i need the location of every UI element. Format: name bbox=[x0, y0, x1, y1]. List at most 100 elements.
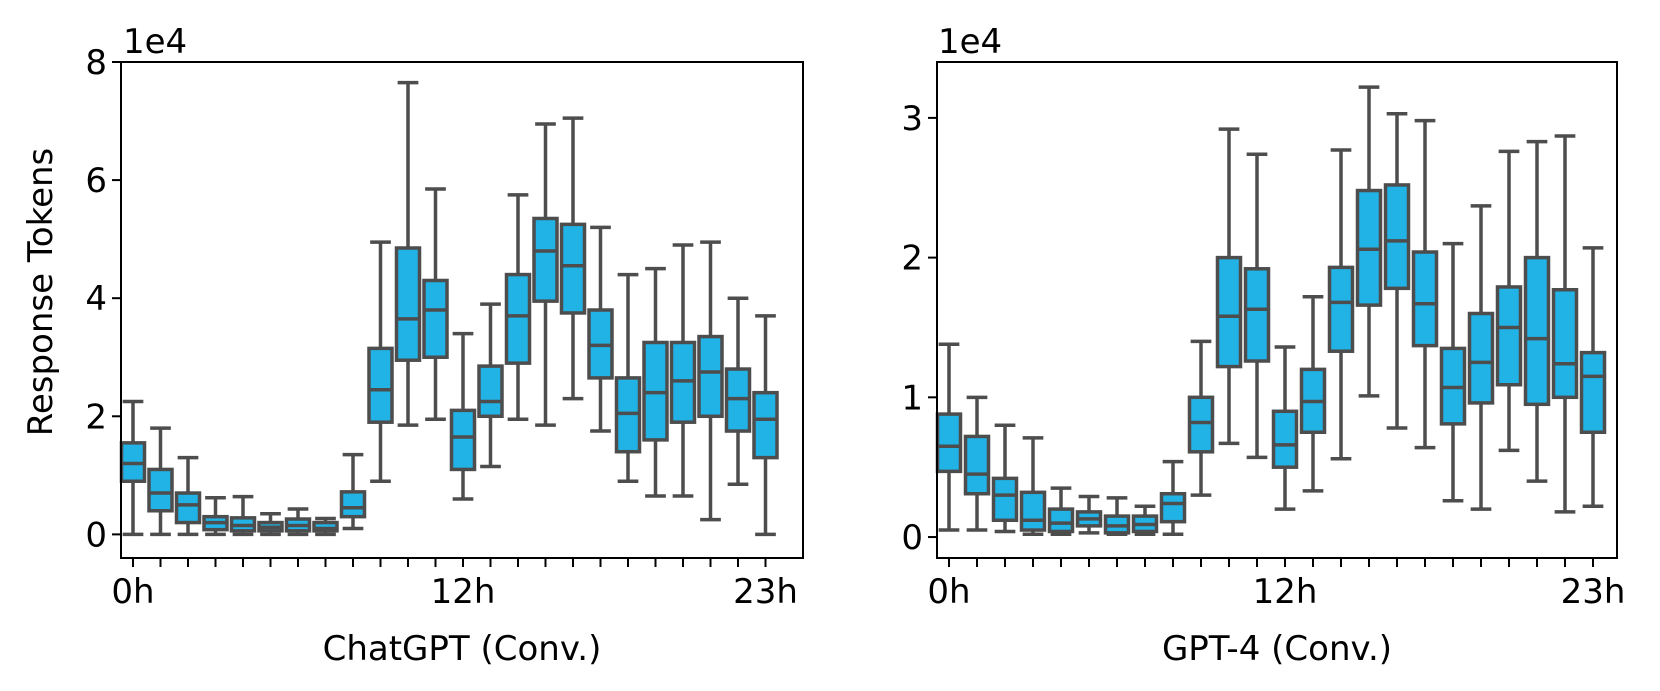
chart-panel-gpt4: 1e4 GPT-4 (Conv.) 0 1 2 3 0h 12h 23h bbox=[901, 22, 1625, 669]
box-hour-20 bbox=[1495, 149, 1523, 453]
box-hour-3 bbox=[1019, 436, 1047, 536]
y-tick-label: 3 bbox=[901, 99, 923, 139]
x-tick-label: 0h bbox=[927, 572, 970, 612]
box-hour-16 bbox=[559, 116, 587, 401]
box-iqr bbox=[1495, 285, 1523, 387]
box-iqr bbox=[1523, 255, 1551, 407]
y-tick-label: 1 bbox=[901, 378, 923, 418]
box-hour-7 bbox=[1131, 504, 1159, 536]
box-iqr bbox=[422, 278, 449, 359]
box-hour-14 bbox=[1327, 148, 1355, 461]
box-iqr bbox=[1383, 183, 1411, 291]
y-tick-label: 2 bbox=[85, 397, 107, 437]
box-iqr bbox=[963, 434, 991, 496]
box-hour-22 bbox=[1551, 134, 1579, 514]
box-iqr bbox=[449, 408, 477, 472]
box-hour-13 bbox=[477, 302, 504, 469]
box-iqr bbox=[697, 334, 724, 419]
box-hour-15 bbox=[532, 122, 559, 427]
box-hour-21 bbox=[697, 240, 724, 522]
box-hour-8 bbox=[1159, 459, 1187, 536]
box-iqr bbox=[1271, 409, 1299, 469]
y-tick-label: 6 bbox=[85, 161, 107, 201]
box-hour-2 bbox=[991, 423, 1019, 534]
box-hour-18 bbox=[1439, 241, 1467, 503]
box-iqr bbox=[367, 346, 394, 424]
box-iqr bbox=[174, 491, 202, 525]
box-hour-10 bbox=[1215, 127, 1243, 446]
y-tick-label: 0 bbox=[901, 518, 923, 558]
box-hour-11 bbox=[1243, 152, 1271, 460]
box-hour-21 bbox=[1523, 139, 1551, 483]
box-iqr bbox=[1159, 491, 1187, 524]
box-hour-11 bbox=[422, 187, 449, 421]
box-hour-19 bbox=[1467, 204, 1495, 511]
box-hour-10 bbox=[394, 80, 422, 427]
box-iqr bbox=[1047, 507, 1075, 534]
x-axis-label: GPT-4 (Conv.) bbox=[1162, 629, 1392, 669]
box-hour-5 bbox=[1075, 494, 1103, 535]
box-iqr bbox=[1019, 490, 1047, 532]
box-iqr bbox=[1187, 395, 1215, 454]
box-hour-20 bbox=[669, 243, 697, 498]
y-tick-label: 0 bbox=[85, 515, 107, 555]
y-tick-label: 8 bbox=[85, 43, 107, 83]
x-axis-label: ChatGPT (Conv.) bbox=[323, 629, 602, 669]
box-hour-19 bbox=[642, 266, 669, 498]
box-iqr bbox=[935, 412, 963, 474]
box-hour-1 bbox=[963, 395, 991, 532]
box-hour-12 bbox=[1271, 345, 1299, 511]
box-iqr bbox=[532, 216, 559, 303]
axes-frame bbox=[936, 61, 1618, 559]
y-tick-label: 4 bbox=[85, 279, 107, 319]
box-iqr bbox=[1243, 267, 1271, 363]
y-tick-label: 2 bbox=[901, 239, 923, 279]
box-iqr bbox=[339, 490, 367, 519]
box-iqr bbox=[477, 364, 504, 419]
offset-text: 1e4 bbox=[938, 22, 1002, 62]
box-hour-17 bbox=[1411, 118, 1439, 450]
box-hour-5 bbox=[257, 511, 284, 537]
box-hour-22 bbox=[724, 296, 752, 486]
box-hour-9 bbox=[367, 240, 394, 483]
box-hour-4 bbox=[229, 494, 257, 537]
box-iqr bbox=[559, 222, 587, 315]
x-tick-label: 12h bbox=[1253, 572, 1318, 612]
box-iqr bbox=[1327, 265, 1355, 353]
box-iqr bbox=[1579, 350, 1607, 435]
y-axis-label: Response Tokens bbox=[21, 148, 61, 437]
box-hour-6 bbox=[284, 507, 312, 537]
box-iqr bbox=[394, 246, 422, 362]
box-hour-1 bbox=[147, 426, 174, 537]
box-hour-0 bbox=[119, 399, 147, 537]
offset-text: 1e4 bbox=[123, 22, 187, 62]
box-hour-13 bbox=[1299, 294, 1327, 493]
box-iqr bbox=[991, 476, 1019, 523]
box-hour-14 bbox=[504, 193, 532, 421]
box-iqr bbox=[1215, 255, 1243, 369]
x-tick-label: 23h bbox=[1561, 572, 1626, 612]
x-tick-label: 23h bbox=[733, 572, 798, 612]
box-hour-18 bbox=[614, 272, 642, 483]
x-tick-label: 12h bbox=[431, 572, 496, 612]
box-iqr bbox=[1551, 287, 1579, 400]
box-hour-12 bbox=[449, 331, 477, 501]
box-hour-9 bbox=[1187, 339, 1215, 497]
box-hour-0 bbox=[935, 342, 963, 532]
box-iqr bbox=[312, 520, 339, 533]
box-hour-6 bbox=[1103, 496, 1131, 536]
box-hour-2 bbox=[174, 455, 202, 537]
box-hour-8 bbox=[339, 452, 367, 531]
box-iqr bbox=[752, 390, 779, 460]
box-iqr bbox=[1467, 311, 1495, 405]
box-hour-7 bbox=[312, 516, 339, 537]
box-hour-3 bbox=[202, 496, 229, 537]
box-iqr bbox=[504, 272, 532, 365]
chart-panel-chatgpt: 1e4 Response Tokens ChatGPT (Conv.) 0 2 4 6… bbox=[21, 22, 804, 669]
box-hour-23 bbox=[752, 314, 779, 537]
box-iqr bbox=[1411, 250, 1439, 348]
x-tick-label: 0h bbox=[111, 572, 154, 612]
box-hour-15 bbox=[1355, 85, 1383, 398]
box-hour-4 bbox=[1047, 486, 1075, 536]
